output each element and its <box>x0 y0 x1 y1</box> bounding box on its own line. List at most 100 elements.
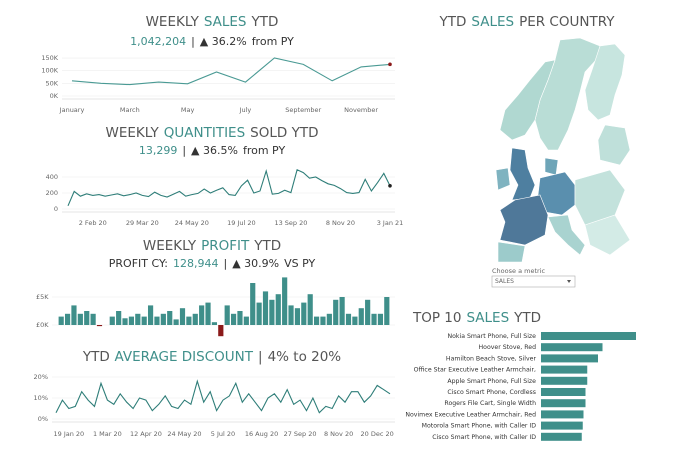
bar <box>352 316 358 325</box>
chart-title-part: QUANTITIES <box>164 125 245 141</box>
bar <box>294 308 301 325</box>
bar <box>282 277 288 325</box>
y-tick-label: 10% <box>34 394 48 402</box>
bar-label: Cisco Smart Phone, Cordless <box>447 389 536 396</box>
dropdown-arrow[interactable] <box>567 280 571 283</box>
kpi: 1,042,204 | ▲ 36.2% from PY <box>130 35 294 48</box>
chart-title-part: YTD <box>253 238 281 254</box>
bar <box>365 299 371 325</box>
bar-label: Motorola Smart Phone, with Caller ID <box>422 423 537 430</box>
bar-label: Rogers File Cart, Single Width <box>444 400 536 407</box>
x-tick-label: 8 Nov 20 <box>326 219 355 227</box>
bar <box>541 421 583 430</box>
bar <box>154 316 160 325</box>
y-tick-label: £5K <box>36 293 49 301</box>
bar <box>345 313 352 325</box>
chart-title-part: WEEKLY <box>143 238 197 254</box>
bar <box>128 316 135 325</box>
chart-title-part: SALES <box>466 310 509 326</box>
line-series <box>67 169 391 207</box>
bar <box>167 311 173 325</box>
bar <box>541 376 588 385</box>
kpi-part: ▲ 30.9% <box>232 257 279 270</box>
x-tick-label: May <box>181 106 195 114</box>
x-tick-label: 2 Feb 20 <box>79 219 107 227</box>
bar <box>541 410 584 419</box>
bar <box>256 302 262 325</box>
bar <box>179 308 186 325</box>
bar <box>122 318 128 325</box>
map-title-part: YTD <box>439 14 467 30</box>
bar <box>77 313 83 325</box>
bar <box>269 299 275 325</box>
map-country <box>499 59 556 141</box>
bar <box>205 302 211 325</box>
map <box>495 37 631 263</box>
bar <box>541 332 636 340</box>
x-tick-label: 24 May 20 <box>167 430 201 438</box>
y-tick-label: £0K <box>36 321 49 329</box>
map-country <box>495 167 511 191</box>
x-tick-label: July <box>239 106 252 114</box>
bar-label: Office Star Executive Leather Armchair, <box>414 367 536 374</box>
y-tick-label: 0% <box>38 415 48 423</box>
y-tick-label: 200 <box>46 189 58 197</box>
bar <box>339 297 345 325</box>
bar <box>243 316 249 325</box>
bar <box>71 305 77 325</box>
x-tick-label: 5 Jul 20 <box>211 430 235 438</box>
chart-title-part: YTD <box>82 349 110 365</box>
map-country <box>544 157 559 176</box>
bar <box>541 365 588 374</box>
bar <box>109 316 115 325</box>
bar <box>541 432 582 441</box>
bar <box>211 322 218 325</box>
chart-title-part: SOLD YTD <box>250 125 318 141</box>
dropdown-box[interactable] <box>491 275 576 288</box>
bar <box>141 316 147 325</box>
map-country <box>547 214 586 256</box>
chart-title-part: SALES <box>204 14 247 30</box>
x-tick-label: 19 Jul 20 <box>227 219 256 227</box>
bar-label: Hoover Stove, Red <box>479 344 537 351</box>
kpi: 13,299 | ▲ 36.5% from PY <box>139 144 286 157</box>
map-title-part: SALES <box>471 14 514 30</box>
chart-title-part: AVERAGE DISCOUNT <box>115 349 254 365</box>
x-tick-label: 3 Jan 21 <box>377 219 404 227</box>
bar <box>250 283 256 325</box>
bar <box>135 313 141 325</box>
bar <box>541 399 586 408</box>
map-country <box>584 43 626 121</box>
bar <box>199 305 205 325</box>
bar <box>307 294 313 325</box>
bar <box>58 316 64 325</box>
bar <box>541 343 603 352</box>
kpi-part: ▲ 36.5% <box>191 144 238 157</box>
kpi-part: 128,944 <box>173 257 219 270</box>
bar <box>237 311 243 325</box>
map-country <box>497 241 526 263</box>
y-tick-label: 150K <box>41 54 58 62</box>
bar <box>96 325 103 327</box>
chart-title-part: PROFIT <box>201 238 250 254</box>
bar <box>320 316 326 325</box>
dropdown-value[interactable]: SALES <box>495 278 514 285</box>
metric-dropdown[interactable]: SALES <box>491 275 576 288</box>
x-tick-label: September <box>285 106 321 114</box>
y-tick-label: 20% <box>34 373 48 381</box>
bar <box>288 305 294 325</box>
chart-title-part: YTD <box>513 310 541 326</box>
x-tick-label: 12 Apr 20 <box>130 430 162 438</box>
bar <box>186 316 192 325</box>
bar <box>326 313 332 325</box>
kpi-part: | <box>182 144 186 157</box>
x-tick-label: 13 Sep 20 <box>274 219 307 227</box>
chart-title: YTD AVERAGE DISCOUNT | 4% to 20% <box>82 349 341 365</box>
bar <box>541 354 598 363</box>
x-tick-label: 27 Sep 20 <box>284 430 317 438</box>
metric-label: Choose a metric <box>492 267 545 275</box>
bar <box>90 313 96 325</box>
x-tick-label: 29 Mar 20 <box>126 219 159 227</box>
chart-title: WEEKLY SALES YTD <box>146 14 279 30</box>
